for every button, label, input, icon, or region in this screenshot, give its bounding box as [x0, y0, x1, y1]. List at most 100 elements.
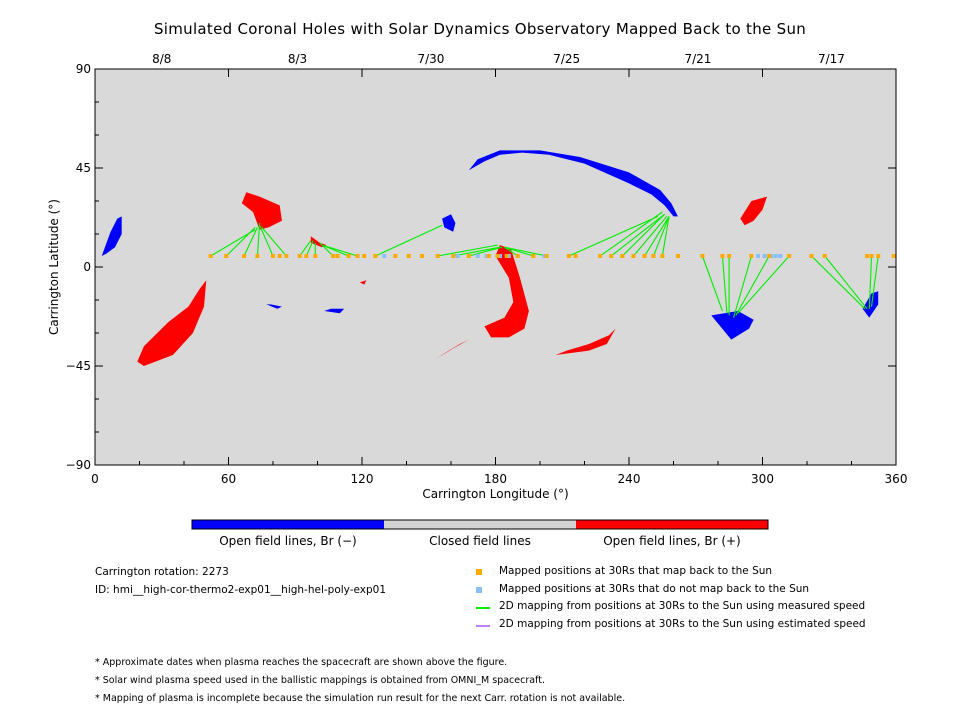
- chart-title: Simulated Coronal Holes with Solar Dynam…: [153, 20, 807, 38]
- unmapped-point-4: [497, 254, 502, 258]
- mapped-point-43: [787, 254, 792, 258]
- axes: 0 60 120 180 240 300 360 −90 −45 0 45 90 8/8 8/3 7/30 7…: [47, 52, 907, 501]
- mapping-line-23: [633, 216, 668, 257]
- y-tick-label-0: −90: [66, 458, 91, 472]
- mapping-line-1: [225, 227, 256, 257]
- note-incomplete: * Mapping of plasma is incomplete becaus…: [95, 693, 626, 704]
- mapped-point-1: [224, 254, 229, 258]
- mapped-point-16: [393, 254, 398, 258]
- mapping-line-2: [243, 227, 258, 257]
- mapped-point-26: [531, 254, 536, 258]
- note-dates: * Approximate dates when plasma reaches …: [95, 657, 508, 668]
- mapping-line-34: [824, 255, 868, 310]
- mapping-lines: [210, 211, 879, 318]
- mapping-line-31: [735, 255, 770, 316]
- coronal-hole-regions: [101, 150, 879, 366]
- unmapped-point-3: [484, 254, 489, 258]
- mapped-point-5: [277, 254, 282, 258]
- mapping-line-22: [621, 213, 665, 257]
- colorbar-segment-1: [384, 520, 576, 529]
- mapping-line-25: [652, 216, 670, 257]
- colorbar-label-closed: Closed field lines: [429, 534, 531, 548]
- y-tick-label-3: 45: [76, 161, 91, 175]
- colorbar: [191, 519, 769, 530]
- top-date-label-3: 7/25: [553, 52, 580, 66]
- coronal-hole-positive-3: [740, 196, 767, 226]
- mapped-point-15: [373, 254, 378, 258]
- mapping-line-15: [468, 246, 503, 257]
- mapping-line-20: [599, 211, 663, 257]
- mapping-line-16: [504, 246, 519, 257]
- colorbar-label-open-negative: Open field lines, Br (−): [219, 534, 357, 548]
- mapped-point-38: [700, 254, 705, 258]
- coronal-hole-negative-13: [266, 304, 282, 309]
- mapping-line-27: [701, 255, 723, 312]
- mapping-line-35: [868, 255, 873, 309]
- mapping-line-21: [610, 213, 665, 257]
- top-date-label-1: 8/3: [288, 52, 307, 66]
- unmapped-point-7: [756, 254, 761, 258]
- mapped-point-36: [660, 254, 665, 258]
- mapped-point-49: [891, 254, 896, 258]
- coronal-hole-negative-11: [711, 311, 754, 340]
- mapping-line-32: [737, 255, 790, 314]
- mapping-line-26: [661, 216, 670, 257]
- mapped-point-11: [335, 254, 340, 258]
- mapped-point-40: [727, 254, 732, 258]
- colorbar-segment-2: [576, 520, 768, 529]
- mapped-point-18: [420, 254, 425, 258]
- mapped-point-13: [355, 254, 360, 258]
- coronal-hole-negative-14: [324, 308, 345, 314]
- legend-text-mapped: Mapped positions at 30Rs that map back t…: [499, 565, 773, 577]
- mapping-line-11: [321, 244, 358, 257]
- mapped-point-8: [304, 254, 309, 258]
- mapped-point-27: [544, 254, 549, 258]
- mapped-point-39: [720, 254, 725, 258]
- legend-text-estimated: 2D mapping from positions at 30Rs to the…: [499, 618, 866, 630]
- coronal-hole-positive-5: [484, 245, 529, 338]
- colorbar-frame: [191, 519, 769, 530]
- mapping-line-13: [437, 244, 498, 257]
- mapped-point-42: [767, 254, 772, 258]
- mapped-point-37: [675, 254, 680, 258]
- x-axis-label: Carrington Longitude (°): [422, 487, 568, 501]
- y-tick-label-2: 0: [83, 260, 91, 274]
- unmapped-point-1: [455, 254, 460, 258]
- mapping-line-24: [644, 216, 670, 257]
- mapped-point-19: [435, 254, 440, 258]
- mapping-line-6: [299, 240, 312, 257]
- mapped-point-47: [869, 254, 874, 258]
- mapping-line-12: [375, 224, 443, 257]
- mapped-point-30: [598, 254, 603, 258]
- mapped-point-34: [642, 254, 647, 258]
- mapped-point-28: [566, 254, 571, 258]
- note-speed: * Solar wind plasma speed used in the ba…: [95, 675, 545, 686]
- mapped-point-45: [822, 254, 827, 258]
- x-tick-label-4: 240: [618, 472, 641, 486]
- coronal-hole-positive-2: [310, 236, 327, 248]
- mapped-point-4: [271, 254, 275, 258]
- top-date-label-5: 7/17: [818, 52, 845, 66]
- mapped-point-7: [297, 254, 302, 258]
- unmapped-point-5: [506, 254, 511, 258]
- mapped-point-23: [495, 254, 500, 258]
- unmapped-point-8: [762, 254, 767, 258]
- mapped-point-46: [865, 254, 870, 258]
- coronal-hole-positive-4: [137, 280, 207, 366]
- x-tick-label-6: 360: [885, 472, 908, 486]
- colorbar-label-open-positive: Open field lines, Br (+): [603, 534, 741, 548]
- carrington-rotation: Carrington rotation: 2273: [95, 566, 229, 578]
- mapped-point-22: [486, 254, 491, 258]
- simulation-id: ID: hmi__high-cor-thermo2-exp01__high-he…: [95, 584, 387, 596]
- x-tick-label-5: 300: [751, 472, 774, 486]
- mapped-point-0: [208, 254, 213, 258]
- mapping-line-14: [453, 246, 501, 257]
- mapped-point-9: [313, 254, 318, 258]
- y-axis-label: Carrington Latitude (°): [47, 199, 61, 335]
- mapped-point-20: [451, 254, 456, 258]
- colorbar-segment-0: [192, 520, 384, 529]
- mapped-point-29: [573, 254, 578, 258]
- mapped-point-35: [651, 254, 656, 258]
- unmapped-point-6: [542, 254, 547, 258]
